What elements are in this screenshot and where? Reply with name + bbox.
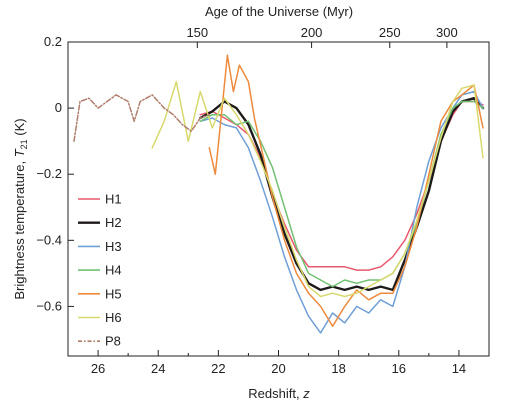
series-layer: [73, 54, 485, 334]
legend-label-h6: H6: [105, 310, 122, 325]
series-line-p8: [73, 94, 211, 142]
series-line-h4: [199, 100, 484, 288]
y-tick-label-0: 0.2: [44, 34, 62, 49]
series-line-h5: [208, 54, 484, 328]
x-tick-label-14: 14: [452, 361, 466, 376]
y-tick-label-1: 0: [55, 100, 62, 115]
series-line-h2: [199, 97, 485, 292]
top-tick-label-300: 300: [436, 25, 458, 40]
axes-layer: 26 24 22 20 18 16 14 0.2 0 −0.2 −0.4 −0.6 150 200 250 3…: [36, 25, 466, 376]
x-tick-label-18: 18: [331, 361, 345, 376]
legend: H1 H2 H3 H4 H5 H6 P8: [78, 192, 122, 349]
legend-label-h2: H2: [105, 215, 122, 230]
top-tick-label-200: 200: [301, 25, 323, 40]
legend-label-h3: H3: [105, 239, 122, 254]
x-axis-title: Redshift, z: [248, 386, 310, 401]
legend-label-p8: P8: [105, 334, 121, 349]
x-tick-label-22: 22: [211, 361, 225, 376]
legend-label-h4: H4: [105, 263, 122, 278]
y-axis-title: Brightness temperature, T21 (K): [12, 118, 29, 299]
y-tick-label-2: −0.2: [36, 166, 62, 181]
x-tick-label-20: 20: [271, 361, 285, 376]
x-tick-label-26: 26: [91, 361, 105, 376]
legend-label-h1: H1: [105, 192, 122, 207]
x-tick-label-24: 24: [151, 361, 165, 376]
series-line-h1: [199, 100, 484, 271]
legend-label-h5: H5: [105, 286, 122, 301]
top-tick-label-150: 150: [186, 25, 208, 40]
y-tick-label-3: −0.4: [36, 232, 62, 247]
top-axis-title: Age of the Universe (Myr): [205, 4, 353, 19]
x-tick-label-16: 16: [392, 361, 406, 376]
y-tick-label-4: −0.6: [36, 298, 62, 313]
top-tick-label-250: 250: [379, 25, 401, 40]
series-line-h3: [199, 90, 484, 334]
